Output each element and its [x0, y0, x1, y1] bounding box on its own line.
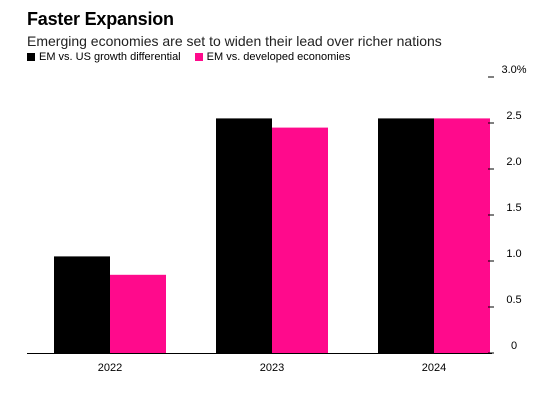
legend-label-series-2: EM vs. developed economies — [206, 51, 351, 63]
legend-swatch-series-2 — [194, 53, 203, 61]
bar-series-2-2024 — [434, 118, 490, 354]
bar-series-1-2022 — [54, 256, 110, 353]
bars-layer — [54, 118, 490, 354]
x-tick-label: 2024 — [422, 362, 446, 374]
legend-label-series-1: EM vs. US growth differential — [39, 51, 181, 63]
bar-series-1-2023 — [216, 118, 272, 354]
y-tick-label: 2.5 — [506, 110, 521, 122]
y-tick-label: 0.5 — [506, 294, 521, 306]
y-tick-label: 2.0 — [506, 156, 521, 168]
legend-item-series-1: EM vs. US growth differential — [27, 51, 181, 63]
legend: EM vs. US growth differential EM vs. dev… — [27, 51, 350, 63]
y-axis: 3.0% 2.5 2.0 1.5 1.0 0.5 0 — [488, 64, 527, 354]
y-tick-label: 1.5 — [506, 202, 521, 214]
x-tick-label: 2023 — [260, 362, 284, 374]
legend-swatch-series-1 — [27, 53, 35, 61]
x-axis: 2022 2023 2024 — [27, 353, 492, 374]
chart-subtitle: Emerging economies are set to widen thei… — [27, 33, 442, 49]
y-tick-label: 1.0 — [506, 248, 521, 260]
bar-series-1-2024 — [378, 118, 434, 354]
y-tick-label: 3.0% — [501, 64, 526, 76]
y-tick-label: 0 — [511, 340, 517, 352]
x-tick-label: 2022 — [98, 362, 122, 374]
bar-series-2-2022 — [110, 274, 166, 353]
chart-title: Faster Expansion — [27, 9, 174, 29]
legend-item-series-2: EM vs. developed economies — [194, 51, 351, 63]
bar-series-2-2023 — [272, 127, 328, 353]
